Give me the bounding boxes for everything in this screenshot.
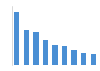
Bar [72, 50, 77, 65]
Bar [14, 12, 19, 65]
Bar [81, 53, 86, 65]
Bar [43, 40, 48, 65]
Bar [33, 32, 38, 65]
Bar [91, 54, 96, 65]
Bar [24, 30, 29, 65]
Bar [62, 46, 67, 65]
Bar [52, 45, 58, 65]
